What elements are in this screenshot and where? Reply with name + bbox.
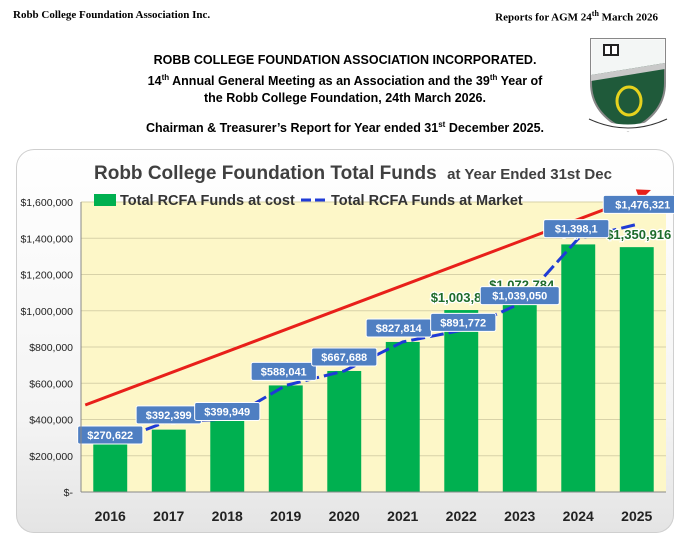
bar-2017 bbox=[151, 429, 186, 492]
chart-container: $344,090$1,003,863$1,072,784$1,366$1,350… bbox=[16, 149, 674, 533]
y-tick-label: $1,000,000 bbox=[20, 306, 73, 318]
title-line-1: ROBB COLLEGE FOUNDATION ASSOCIATION INCO… bbox=[153, 53, 537, 67]
y-tick-label: $200,000 bbox=[29, 451, 73, 463]
market-label-box bbox=[430, 312, 497, 332]
bar-2025 bbox=[619, 247, 654, 492]
x-tick-label: 2019 bbox=[270, 508, 301, 524]
market-data-label: $399,949 bbox=[204, 407, 250, 419]
report-title: ROBB COLLEGE FOUNDATION ASSOCIATION INCO… bbox=[110, 52, 580, 137]
bar-2022 bbox=[444, 310, 479, 492]
college-crest-logo bbox=[587, 38, 669, 133]
bar-2016 bbox=[93, 442, 128, 492]
market-data-label: $667,688 bbox=[321, 352, 367, 364]
market-data-label: $392,399 bbox=[146, 410, 192, 422]
market-data-label: $827,814 bbox=[376, 323, 423, 335]
y-tick-label: $400,000 bbox=[29, 415, 73, 427]
market-label-box bbox=[311, 347, 378, 367]
bar-2018 bbox=[210, 419, 245, 492]
bar-2020 bbox=[327, 370, 362, 492]
legend-swatch-cost bbox=[94, 194, 116, 206]
header-right: Reports for AGM 24th March 2026 bbox=[495, 9, 658, 24]
x-tick-label: 2024 bbox=[563, 508, 594, 524]
market-label-box bbox=[602, 194, 674, 214]
bar-2024 bbox=[561, 244, 596, 492]
x-tick-label: 2020 bbox=[329, 508, 360, 524]
market-label-box bbox=[543, 219, 610, 239]
market-data-label: $270,622 bbox=[87, 430, 133, 442]
funds-chart: $344,090$1,003,863$1,072,784$1,366$1,350… bbox=[20, 163, 674, 524]
cost-data-label: $1,350,916 bbox=[606, 227, 671, 242]
report-subtitle: Chairman & Treasurer’s Report for Year e… bbox=[145, 120, 545, 136]
market-data-label: $1,039,050 bbox=[492, 291, 547, 303]
x-tick-label: 2021 bbox=[387, 508, 418, 524]
market-line bbox=[109, 222, 638, 445]
bar-2021 bbox=[385, 341, 420, 492]
legend-label-cost: Total RCFA Funds at cost bbox=[120, 193, 295, 209]
y-tick-label: $1,400,000 bbox=[20, 233, 73, 245]
x-tick-label: 2022 bbox=[446, 508, 477, 524]
title-line-2: 14th Annual General Meeting as an Associ… bbox=[147, 73, 543, 89]
bar-2019 bbox=[268, 385, 303, 492]
market-label-box bbox=[77, 425, 144, 445]
x-tick-label: 2017 bbox=[153, 508, 184, 524]
market-data-label: $1,398,1 bbox=[555, 224, 598, 236]
x-tick-label: 2018 bbox=[212, 508, 243, 524]
x-tick-label: 2025 bbox=[621, 508, 652, 524]
chart-title: Robb College Foundation Total Funds at Y… bbox=[94, 163, 612, 184]
title-line-3: the Robb College Foundation, 24th March … bbox=[204, 91, 486, 106]
y-tick-label: $800,000 bbox=[29, 342, 73, 354]
y-tick-label: $1,600,000 bbox=[20, 197, 73, 209]
market-data-label: $1,476,321 bbox=[615, 199, 670, 211]
market-data-label: $891,772 bbox=[440, 317, 486, 329]
x-tick-label: 2023 bbox=[504, 508, 535, 524]
bar-2023 bbox=[502, 297, 537, 492]
header-left: Robb College Foundation Association Inc. bbox=[13, 9, 211, 21]
market-label-box bbox=[250, 361, 317, 381]
legend-label-market: Total RCFA Funds at Market bbox=[331, 193, 523, 209]
y-tick-label: $1,200,000 bbox=[20, 270, 73, 282]
x-tick-label: 2016 bbox=[95, 508, 126, 524]
market-label-box bbox=[479, 286, 560, 306]
y-tick-label: $600,000 bbox=[29, 378, 73, 390]
y-tick-label: $- bbox=[64, 487, 74, 499]
market-data-label: $588,041 bbox=[261, 366, 307, 378]
market-label-box bbox=[194, 402, 261, 422]
